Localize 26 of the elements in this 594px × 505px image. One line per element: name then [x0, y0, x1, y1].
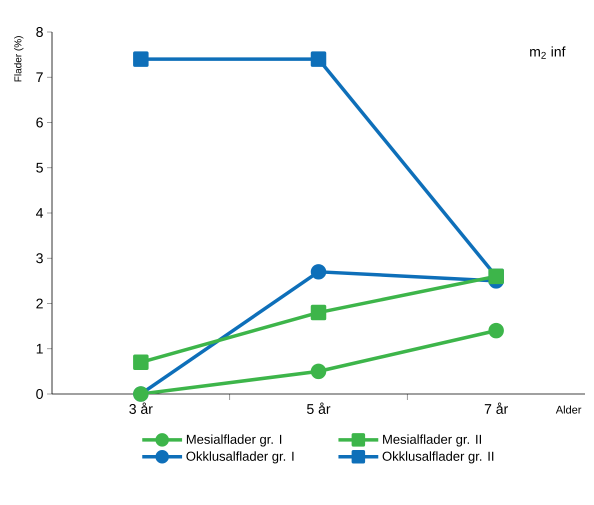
y-tick-label: 7 [36, 72, 43, 82]
y-tick-label: 3 [36, 253, 43, 264]
x-tick-label: 7 år [484, 402, 508, 414]
x-tick-label: 5 år [307, 402, 330, 414]
y-tick-label: 5 [36, 162, 43, 173]
x-tick-label: 3 år [129, 402, 153, 414]
point [133, 354, 149, 370]
x-axis-title: Alder [556, 406, 582, 414]
point [488, 322, 504, 338]
legend-label: Mesialflader gr. II [383, 434, 481, 447]
y-axis-title: Flader (%) [14, 36, 24, 82]
point [310, 364, 326, 380]
y-tick-label: 8 [36, 27, 43, 37]
point [310, 51, 326, 67]
y-tick-label: 2 [36, 298, 43, 308]
point [310, 264, 326, 280]
y-tick-label: 1 [36, 344, 43, 354]
annotation: m$_{2}$ inf [530, 46, 566, 59]
legend-label: Mesialflader gr. I [186, 434, 282, 447]
point [310, 304, 326, 320]
y-tick-label: 4 [36, 208, 44, 218]
y-tick-label: 0 [36, 389, 43, 399]
legend-label: Okklusalflader gr. I [186, 451, 294, 464]
legend-label: Okklusalflader gr. II [382, 451, 494, 464]
point [133, 51, 149, 67]
y-tick-label: 6 [36, 118, 43, 128]
